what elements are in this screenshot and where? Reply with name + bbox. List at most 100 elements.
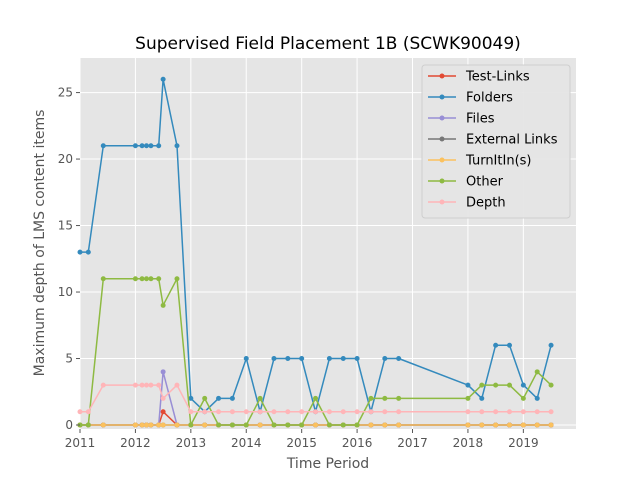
data-point-other: [132, 276, 138, 282]
data-point-other: [243, 422, 249, 428]
y-tick-label: 15: [58, 219, 73, 233]
data-point-other: [548, 382, 554, 388]
data-point-other: [382, 395, 388, 401]
data-point-folders: [340, 356, 346, 362]
data-point-turnitin-s: [465, 422, 471, 428]
data-point-folders: [534, 395, 540, 401]
data-point-turnitin-s: [132, 422, 138, 428]
data-point-other: [202, 395, 208, 401]
data-point-turnitin-s: [202, 422, 208, 428]
legend-label: Test-Links: [465, 70, 530, 85]
data-point-folders: [382, 356, 388, 362]
data-point-other: [271, 422, 277, 428]
x-tick-label: 2013: [176, 436, 207, 450]
data-point-depth: [229, 409, 235, 415]
x-tick-label: 2011: [65, 436, 96, 450]
data-point-depth: [100, 382, 106, 388]
data-point-depth: [174, 382, 180, 388]
x-tick-label: 2012: [120, 436, 151, 450]
data-point-folders: [77, 249, 83, 255]
data-point-turnitin-s: [160, 422, 166, 428]
data-point-folders: [156, 143, 162, 149]
data-point-folders: [479, 395, 485, 401]
data-point-depth: [326, 409, 332, 415]
data-point-test-links: [160, 409, 166, 415]
data-point-other: [144, 276, 150, 282]
data-point-depth: [216, 409, 222, 415]
legend-marker: [439, 136, 445, 142]
data-point-depth: [188, 409, 194, 415]
data-point-folders: [144, 143, 150, 149]
legend-marker: [439, 157, 445, 163]
data-point-other: [396, 395, 402, 401]
data-point-folders: [271, 356, 277, 362]
data-point-other: [340, 422, 346, 428]
data-point-depth: [243, 409, 249, 415]
y-tick-label: 25: [58, 86, 73, 100]
data-point-turnitin-s: [100, 422, 106, 428]
x-axis: 2011 2012 2013 2014 2015 2016 2017 2018 2019: [65, 429, 539, 450]
series-other: [77, 276, 554, 428]
data-point-depth: [160, 395, 166, 401]
data-point-other: [160, 302, 166, 308]
data-point-folders: [174, 143, 180, 149]
x-tick-label: 2015: [286, 436, 317, 450]
data-point-folders: [160, 76, 166, 82]
legend-marker: [439, 115, 445, 121]
legend-label: Folders: [466, 91, 513, 106]
data-point-folders: [520, 382, 526, 388]
data-point-folders: [229, 395, 235, 401]
y-tick-label: 20: [58, 152, 73, 166]
y-tick-label: 0: [65, 418, 73, 432]
x-axis-label: Time Period: [286, 456, 369, 472]
x-tick-label: 2019: [508, 436, 539, 450]
data-point-folders: [188, 395, 194, 401]
data-point-turnitin-s: [144, 422, 150, 428]
data-point-folders: [243, 356, 249, 362]
data-point-folders: [216, 395, 222, 401]
data-point-other: [493, 382, 499, 388]
data-point-turnitin-s: [493, 422, 499, 428]
legend-label: Depth: [466, 196, 506, 211]
data-point-folders: [148, 143, 154, 149]
data-point-depth: [548, 409, 554, 415]
data-point-other: [313, 395, 319, 401]
data-point-other: [520, 395, 526, 401]
data-point-turnitin-s: [139, 422, 145, 428]
y-tick-label: 10: [58, 285, 73, 299]
legend-label: External Links: [466, 133, 558, 148]
data-point-depth: [534, 409, 540, 415]
data-point-depth: [271, 409, 277, 415]
data-point-depth: [132, 382, 138, 388]
data-point-depth: [465, 409, 471, 415]
series-depth: [77, 382, 554, 415]
data-point-depth: [139, 382, 145, 388]
data-point-depth: [299, 409, 305, 415]
legend-marker: [439, 199, 445, 205]
data-point-other: [299, 422, 305, 428]
data-point-folders: [132, 143, 138, 149]
x-tick-label: 2016: [342, 436, 373, 450]
data-point-other: [257, 395, 263, 401]
data-point-other: [285, 422, 291, 428]
legend-label: Files: [466, 112, 495, 127]
data-point-folders: [326, 356, 332, 362]
data-point-files: [160, 369, 166, 375]
data-point-depth: [313, 409, 319, 415]
data-point-turnitin-s: [520, 422, 526, 428]
data-point-other: [216, 422, 222, 428]
data-point-turnitin-s: [156, 422, 162, 428]
data-point-other: [85, 422, 91, 428]
data-point-depth: [520, 409, 526, 415]
x-tick-label: 2017: [397, 436, 428, 450]
legend-label: Other: [466, 175, 504, 190]
data-point-folders: [85, 249, 91, 255]
x-tick-label: 2018: [453, 436, 484, 450]
data-point-other: [354, 422, 360, 428]
data-point-folders: [299, 356, 305, 362]
data-point-folders: [354, 356, 360, 362]
data-point-depth: [202, 409, 208, 415]
data-point-folders: [465, 382, 471, 388]
data-point-turnitin-s: [382, 422, 388, 428]
chart-title: Supervised Field Placement 1B (SCWK90049…: [135, 34, 521, 54]
